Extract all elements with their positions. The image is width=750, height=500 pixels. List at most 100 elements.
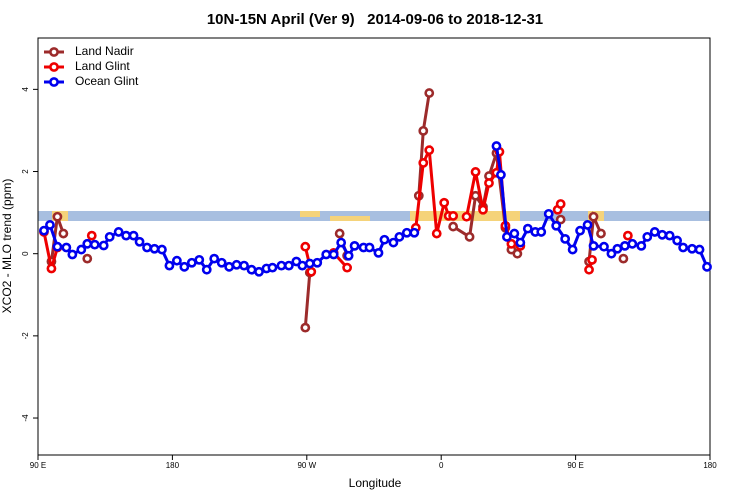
data-point bbox=[328, 249, 339, 260]
data-point bbox=[567, 244, 578, 255]
data-point bbox=[76, 244, 87, 255]
data-point bbox=[142, 242, 152, 253]
data-point bbox=[113, 227, 124, 237]
data-point bbox=[619, 240, 630, 251]
ocean-strip bbox=[38, 211, 710, 221]
data-point bbox=[512, 248, 523, 259]
data-point bbox=[239, 260, 249, 271]
x-tick-label: 90 E bbox=[30, 461, 46, 470]
data-point bbox=[522, 223, 533, 234]
data-point bbox=[555, 214, 566, 225]
data-point bbox=[254, 266, 264, 277]
plot-frame bbox=[37, 37, 711, 456]
data-point bbox=[304, 258, 315, 269]
data-point bbox=[502, 231, 512, 242]
data-point bbox=[606, 248, 617, 259]
x-tick-label: 0 bbox=[439, 461, 444, 470]
legend-marker bbox=[49, 62, 59, 72]
data-point bbox=[379, 234, 390, 245]
data-point bbox=[52, 211, 63, 222]
y-tick-label: -2 bbox=[21, 332, 30, 340]
data-point bbox=[484, 178, 494, 188]
data-point bbox=[560, 233, 571, 244]
data-point bbox=[134, 236, 145, 247]
data-point bbox=[575, 225, 585, 236]
data-point bbox=[58, 228, 69, 239]
data-point bbox=[515, 237, 526, 248]
data-point bbox=[104, 231, 115, 242]
data-point bbox=[300, 241, 311, 252]
data-point bbox=[506, 238, 517, 249]
data-point bbox=[224, 261, 235, 272]
data-point bbox=[209, 253, 220, 264]
data-point bbox=[246, 264, 257, 275]
data-point bbox=[439, 197, 450, 208]
x-tick-label: 180 bbox=[166, 461, 180, 470]
data-point bbox=[61, 242, 72, 253]
data-point bbox=[45, 220, 55, 230]
data-point bbox=[470, 167, 481, 177]
y-tick-label: 0 bbox=[21, 251, 30, 256]
data-point bbox=[121, 230, 132, 241]
data-point bbox=[464, 231, 475, 242]
legend-label: Ocean Glint bbox=[75, 74, 139, 88]
data-point bbox=[179, 261, 190, 272]
data-point bbox=[231, 259, 242, 270]
data-point bbox=[582, 220, 593, 230]
data-point bbox=[694, 244, 705, 255]
x-axis-label: Longitude bbox=[349, 476, 402, 490]
y-tick-label: 4 bbox=[21, 87, 30, 92]
data-point bbox=[82, 238, 93, 249]
data-point bbox=[687, 243, 697, 254]
data-point bbox=[349, 240, 360, 251]
data-point bbox=[431, 228, 442, 239]
data-point bbox=[448, 210, 459, 221]
y-tick-label: 2 bbox=[21, 169, 30, 174]
x-tick-label: 90 W bbox=[297, 461, 316, 470]
data-point bbox=[618, 253, 629, 264]
data-point bbox=[194, 254, 205, 265]
x-tick-label: 180 bbox=[703, 461, 717, 470]
data-point bbox=[555, 199, 566, 209]
data-point bbox=[52, 241, 63, 252]
data-point bbox=[306, 266, 317, 277]
legend-label: Land Glint bbox=[75, 59, 130, 73]
data-point bbox=[599, 241, 609, 252]
data-point bbox=[401, 227, 412, 238]
data-point bbox=[588, 211, 599, 222]
data-point bbox=[186, 257, 197, 268]
data-point bbox=[364, 242, 375, 253]
data-point bbox=[86, 230, 97, 241]
data-point bbox=[678, 242, 689, 253]
data-point bbox=[98, 240, 109, 251]
data-point bbox=[343, 250, 354, 261]
data-point bbox=[587, 254, 597, 265]
data-point bbox=[470, 190, 481, 201]
data-point bbox=[336, 237, 347, 248]
data-point bbox=[82, 253, 93, 264]
data-point bbox=[321, 249, 332, 260]
data-point bbox=[622, 230, 633, 241]
data-point bbox=[672, 235, 683, 246]
data-point bbox=[409, 227, 420, 238]
data-point bbox=[448, 221, 459, 232]
data-point bbox=[128, 230, 139, 241]
data-point bbox=[424, 88, 435, 98]
series-line bbox=[51, 93, 623, 328]
data-point bbox=[588, 240, 599, 251]
data-point bbox=[627, 238, 638, 249]
data-point bbox=[612, 243, 623, 254]
legend-marker bbox=[49, 77, 59, 87]
data-point bbox=[649, 227, 660, 237]
data-point bbox=[39, 225, 49, 236]
data-point bbox=[478, 204, 488, 215]
y-tick-label: -4 bbox=[21, 414, 30, 422]
data-point bbox=[491, 141, 502, 151]
data-point bbox=[267, 262, 278, 273]
data-point bbox=[461, 211, 472, 222]
data-point bbox=[418, 125, 429, 136]
data-point bbox=[596, 228, 606, 239]
chart-title: 10N-15N April (Ver 9) 2014-09-06 to 2018… bbox=[207, 11, 543, 28]
legend-marker bbox=[49, 47, 59, 57]
data-point bbox=[536, 227, 547, 237]
